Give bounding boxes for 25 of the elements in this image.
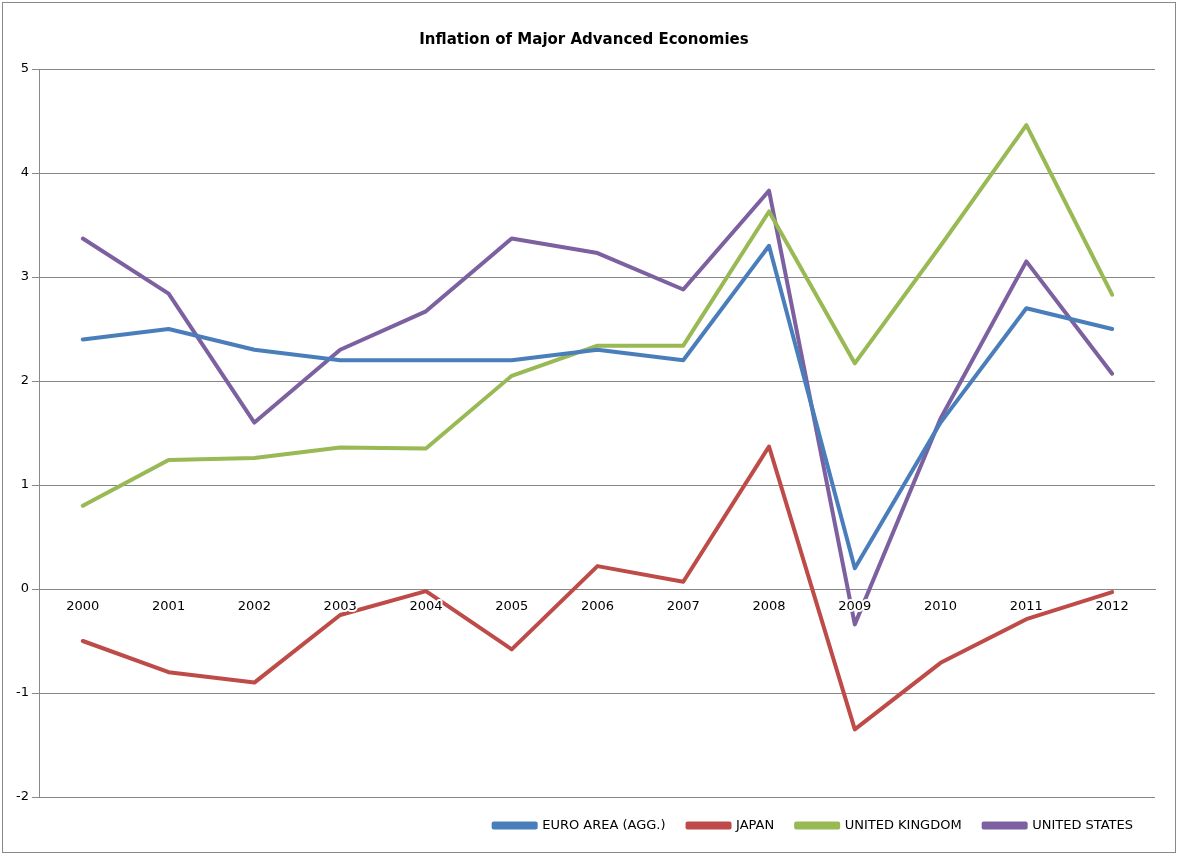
x-tick-label: 2004 xyxy=(409,598,443,614)
x-tick-label: 2007 xyxy=(666,598,700,614)
x-tick-label: 2005 xyxy=(495,598,529,614)
x-tick-label: 2008 xyxy=(752,598,786,614)
x-tick-label: 2006 xyxy=(580,598,615,614)
y-tick-label: 2 xyxy=(20,372,29,388)
y-tick-label: 4 xyxy=(20,164,29,180)
x-tick-label: 2012 xyxy=(1095,598,1129,614)
y-tick-label: -2 xyxy=(15,788,29,804)
x-tick-label: 2002 xyxy=(237,598,271,614)
legend-label: UNITED STATES xyxy=(1032,816,1134,832)
y-tick-label: -1 xyxy=(15,684,29,700)
x-tick-label: 2000 xyxy=(66,598,100,614)
chart-title: Inflation of Major Advanced Economies xyxy=(419,29,749,48)
x-tick-label: 2003 xyxy=(323,598,357,614)
y-tick-label: 1 xyxy=(20,476,29,492)
y-tick-label: 5 xyxy=(20,60,29,76)
x-tick-label: 2010 xyxy=(924,598,958,614)
y-tick-label: 0 xyxy=(20,580,29,596)
legend-label: EURO AREA (AGG.) xyxy=(542,816,666,832)
y-tick-label: 3 xyxy=(20,268,29,284)
x-tick-label: 2001 xyxy=(152,598,186,614)
legend-label: UNITED KINGDOM xyxy=(844,816,962,832)
x-tick-label: 2011 xyxy=(1009,598,1043,614)
legend-label: JAPAN xyxy=(735,816,775,832)
